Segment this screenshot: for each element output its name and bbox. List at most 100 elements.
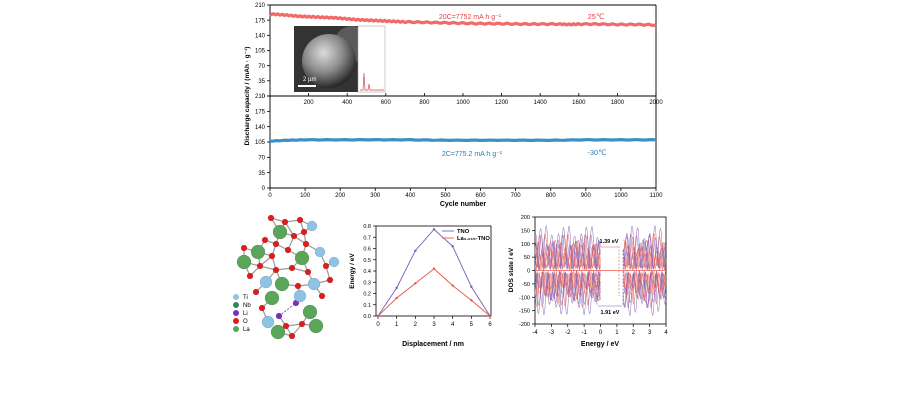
dos-x-tick-label: 3: [648, 330, 652, 336]
legend-li-label: Li: [243, 311, 248, 317]
oxygen-atom: [246, 272, 254, 280]
top-x-ticks: 200 400 600 800 1000 1200 1400 1600 1800 2000: [304, 93, 663, 106]
top-x-tick-label: 1200: [495, 100, 509, 106]
top-y-tick-label: 175: [255, 18, 266, 24]
bottom-x-tick-label: 600: [476, 193, 487, 199]
lanthanum-atom: [270, 324, 286, 340]
dos-x-tick-label: 2: [632, 330, 636, 336]
legend-la-dot: [233, 326, 239, 332]
dos-x-ticks: -4 -3 -2 -1 0 1 2 3 4: [532, 324, 668, 336]
dos-y-tick-label: -200: [519, 322, 530, 328]
top-y-tick-label: 35: [258, 79, 265, 85]
crystal-structure: Ti Nb Li O La: [233, 214, 340, 340]
bottom-x-tick-label: 100: [300, 193, 311, 199]
lanthanum-atom: [308, 318, 324, 334]
dos-y-tick-label: -50: [522, 282, 530, 288]
tno-point: [451, 245, 454, 248]
top-y-tick-label: 140: [255, 34, 266, 40]
top-x-tick-label: 200: [304, 100, 315, 106]
top-x-tick-label: 400: [342, 100, 353, 106]
legend-la-label: La: [243, 327, 250, 333]
titanium-atom: [314, 246, 326, 258]
la-tno-point: [470, 299, 473, 302]
bottom-x-tick-label: 500: [440, 193, 451, 199]
legend-tno-label: TNO: [457, 229, 470, 235]
atom-legend: Ti Nb Li O La: [233, 294, 251, 333]
legend-ti-label: Ti: [243, 295, 248, 301]
dos-x-tick-label: -4: [532, 330, 538, 336]
bottom-x-tick-label: 900: [581, 193, 592, 199]
la-tno-line: [377, 268, 491, 317]
energy-y-tick-label: 0.6: [363, 247, 371, 253]
dos-y-tick-label: 150: [521, 228, 530, 234]
energy-y-tick-label: 0.1: [363, 303, 371, 309]
lanthanum-atom: [250, 244, 266, 260]
series-minus30c-line: [269, 138, 657, 143]
bottom-y-tick-label: 0: [262, 186, 266, 192]
top-x-tick-label: 2000: [649, 100, 663, 106]
gap-139-marker: 1.39 eV: [600, 239, 620, 296]
oxygen-atom: [252, 288, 260, 296]
top-annotation-temp: 25℃: [588, 12, 605, 21]
tno-point: [395, 286, 398, 290]
energy-y-tick-label: 0.5: [363, 258, 371, 264]
sem-inset: 2 µm: [294, 25, 386, 93]
energy-y-tick-label: 0.7: [363, 235, 371, 241]
bottom-y-ticks: 0 35 70 105 140 175 210: [255, 94, 270, 192]
lanthanum-atom: [272, 224, 288, 240]
bottom-y-tick-label: 70: [258, 156, 265, 162]
top-x-tick-label: 1600: [572, 100, 586, 106]
bottom-annotation-temp: -30℃: [587, 148, 606, 157]
bottom-x-tick-label: 1000: [614, 193, 628, 199]
dos-y-tick-label: -150: [519, 309, 530, 315]
top-x-tick-label: 1400: [534, 100, 548, 106]
oxygen-atom: [267, 214, 275, 222]
la-tno-point: [395, 296, 398, 300]
dos-x-tick-label: 4: [664, 330, 668, 336]
top-y-ticks: 0 35 70 105 140 175 210: [255, 3, 270, 100]
la-tno-point: [432, 267, 436, 270]
dos-y-ticks: -200 -150 -100 -50 0 50 100 150 200: [519, 215, 535, 328]
oxygen-atom: [326, 276, 334, 284]
energy-y-label: Energy / eV: [349, 253, 356, 289]
legend-li-dot: [233, 310, 239, 316]
oxygen-atom: [284, 246, 292, 254]
oxygen-atom: [318, 292, 326, 300]
bottom-y-tick-label: 140: [255, 125, 266, 131]
dos-x-label: Energy / eV: [581, 341, 619, 348]
titanium-atom: [293, 289, 307, 303]
dos-curves: [534, 224, 666, 317]
dos-la-up-curve: [534, 232, 666, 271]
bottom-x-tick-label: 0: [268, 193, 272, 199]
legend-o-dot: [233, 318, 239, 324]
dos-y-tick-label: 50: [524, 255, 530, 261]
bottom-y-tick-label: 35: [258, 171, 265, 177]
energy-x-tick-label: 6: [488, 322, 492, 328]
titanium-atom: [306, 220, 318, 232]
energy-y-tick-label: 0.8: [363, 224, 371, 230]
oxygen-atom: [281, 218, 289, 226]
bottom-y-tick-label: 105: [255, 140, 266, 146]
lanthanum-atom: [264, 290, 280, 306]
legend-ti-dot: [233, 294, 239, 300]
dos-tno-up-curve: [534, 232, 666, 271]
li-migration-path: [278, 302, 297, 317]
tno-line: [377, 228, 491, 317]
la-tno-point: [451, 284, 454, 287]
energy-y-ticks: 0.0 0.1 0.2 0.3 0.4 0.5 0.6 0.7 0.8: [363, 224, 376, 320]
energy-legend: TNO La₀.₀₁₅-TNO: [442, 229, 490, 242]
dos-x-tick-label: -1: [581, 330, 587, 336]
legend-o-label: O: [243, 319, 248, 325]
oxygen-atom: [288, 264, 296, 272]
gap-191-label: 1.91 eV: [601, 310, 620, 316]
top-y-tick-label: 0: [262, 94, 266, 100]
bottom-x-ticks: 0 100 200 300 400 500 600 700 800 900 1000 1100: [268, 188, 663, 199]
top-annotation-rate: 20C=7752 mA h g⁻¹: [439, 14, 502, 21]
sem-sphere-main: [302, 34, 356, 88]
bottom-x-tick-label: 1100: [650, 193, 664, 199]
lanthanum-atom: [302, 304, 318, 320]
lanthanum-atom: [274, 276, 290, 292]
oxygen-atom: [258, 304, 266, 312]
oxygen-atom: [272, 266, 280, 274]
